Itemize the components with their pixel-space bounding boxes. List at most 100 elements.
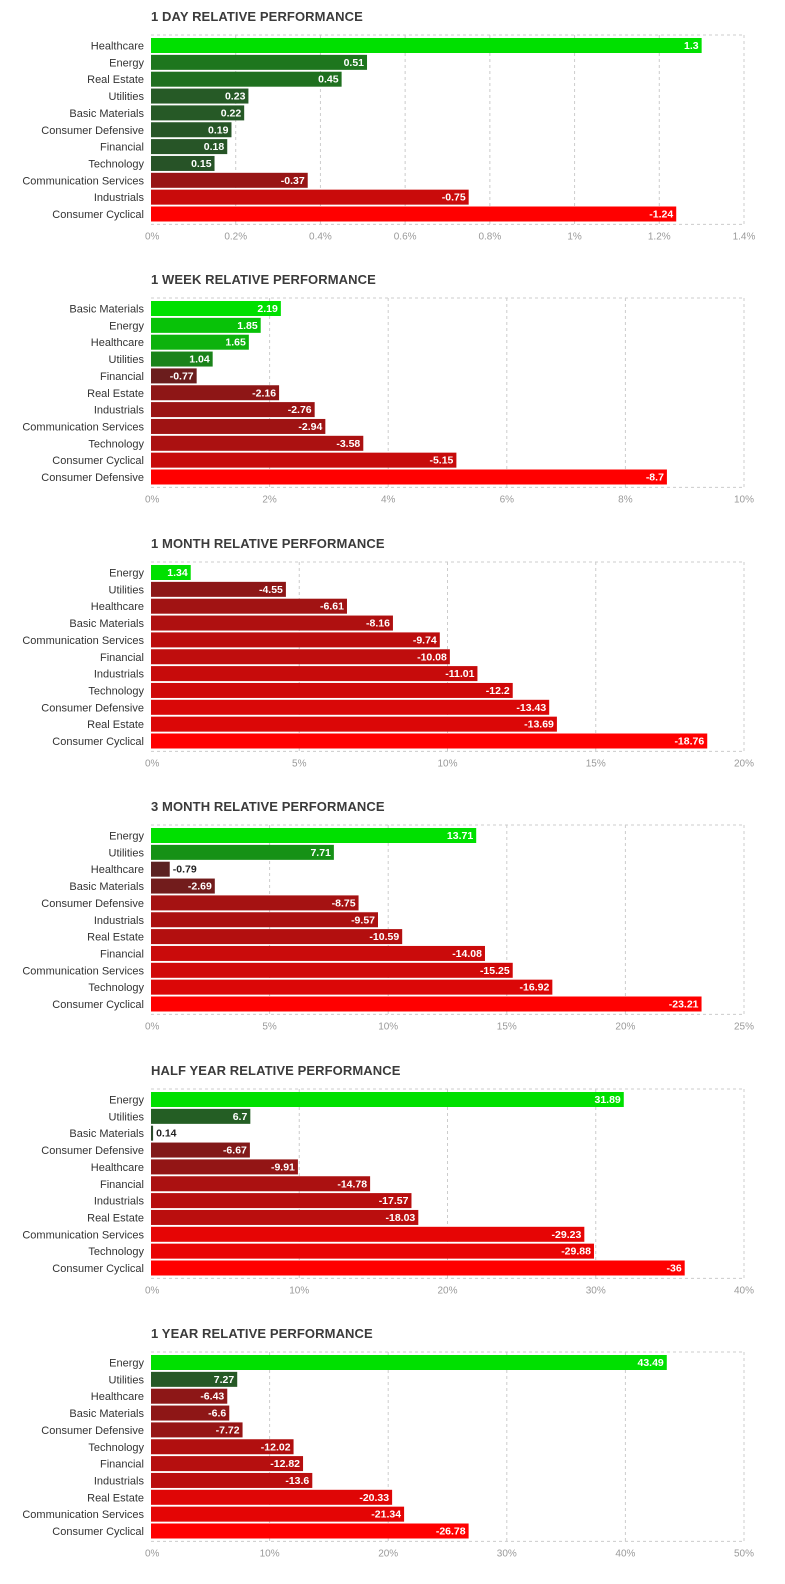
bar bbox=[151, 979, 553, 995]
category-label: Financial bbox=[100, 142, 144, 154]
bar bbox=[151, 1243, 594, 1259]
category-label: Industrials bbox=[94, 915, 145, 927]
category-label: Communication Services bbox=[22, 635, 144, 647]
bar-chart: Energy 43.49 Utilities 7.27 Healthcare -6.43 B… bbox=[22, 1351, 754, 1559]
value-label: -12.02 bbox=[261, 1441, 291, 1453]
category-label: Communication Services bbox=[22, 175, 144, 187]
bar bbox=[151, 962, 513, 978]
category-label: Basic Materials bbox=[69, 304, 144, 316]
value-label: -29.88 bbox=[561, 1245, 591, 1257]
bar bbox=[151, 71, 342, 87]
category-label: Technology bbox=[88, 439, 144, 451]
value-label: 2.19 bbox=[257, 303, 278, 315]
bar bbox=[151, 564, 191, 580]
value-label: -8.75 bbox=[332, 898, 356, 910]
category-label: Technology bbox=[88, 1442, 144, 1454]
bar bbox=[151, 139, 228, 155]
bar bbox=[151, 996, 702, 1012]
value-label: -0.75 bbox=[442, 192, 466, 204]
bar bbox=[151, 335, 249, 351]
tick-label: 1% bbox=[567, 231, 582, 242]
value-label: 0.15 bbox=[191, 158, 212, 170]
value-label: -13.43 bbox=[516, 702, 546, 714]
tick-label: 20% bbox=[437, 1285, 457, 1296]
value-label: 7.71 bbox=[310, 847, 331, 859]
bar bbox=[151, 1472, 313, 1488]
tick-label: 0.2% bbox=[224, 231, 247, 242]
category-label: Utilities bbox=[109, 584, 145, 596]
tick-label: 0% bbox=[145, 495, 160, 506]
value-label: -17.57 bbox=[379, 1195, 409, 1207]
chart-title: 1 DAY RELATIVE PERFORMANCE bbox=[151, 9, 363, 24]
chart-panel: HALF YEAR RELATIVE PERFORMANCE Energy 31.8… bbox=[0, 1054, 785, 1318]
chart-title: 1 WEEK RELATIVE PERFORMANCE bbox=[151, 272, 376, 288]
tick-label: 10% bbox=[734, 495, 754, 506]
bar bbox=[151, 946, 485, 962]
category-label: Consumer Defensive bbox=[41, 702, 144, 714]
category-label: Financial bbox=[100, 371, 144, 383]
bar bbox=[151, 155, 215, 171]
category-label: Real Estate bbox=[87, 719, 144, 731]
category-label: Utilities bbox=[109, 1111, 145, 1123]
value-label: 0.14 bbox=[156, 1127, 177, 1139]
bar bbox=[151, 912, 379, 928]
bar bbox=[151, 453, 457, 469]
bar bbox=[151, 38, 702, 53]
category-label: Healthcare bbox=[91, 41, 144, 53]
bar bbox=[151, 1125, 154, 1141]
value-label: -6.61 bbox=[320, 600, 344, 612]
value-label: 1.65 bbox=[225, 337, 246, 349]
category-label: Consumer Defensive bbox=[41, 1145, 144, 1157]
chart-title: HALF YEAR RELATIVE PERFORMANCE bbox=[151, 1062, 401, 1078]
value-label: -0.37 bbox=[281, 175, 305, 187]
bar bbox=[151, 861, 170, 877]
category-label: Technology bbox=[88, 1246, 144, 1258]
category-label: Real Estate bbox=[87, 1492, 144, 1504]
category-label: Technology bbox=[88, 685, 144, 697]
value-label: 31.89 bbox=[594, 1094, 620, 1106]
chart-title: 1 MONTH RELATIVE PERFORMANCE bbox=[151, 535, 385, 551]
value-label: 43.49 bbox=[638, 1357, 664, 1369]
value-label: -9.57 bbox=[351, 914, 375, 926]
bar bbox=[151, 615, 393, 631]
category-label: Communication Services bbox=[22, 965, 144, 977]
bar-chart: Healthcare 1.3 Energy 0.51 Real Estate 0.45 Ut… bbox=[22, 34, 756, 242]
tick-label: 0.4% bbox=[309, 231, 332, 242]
tick-label: 0.8% bbox=[478, 231, 501, 242]
bar bbox=[151, 1175, 371, 1191]
category-label: Financial bbox=[100, 949, 144, 961]
category-label: Healthcare bbox=[91, 1161, 144, 1173]
category-label: Energy bbox=[109, 1358, 144, 1370]
value-label: -8.7 bbox=[646, 472, 664, 484]
tick-label: 6% bbox=[500, 495, 515, 506]
value-label: -6.67 bbox=[223, 1144, 247, 1156]
category-label: Utilities bbox=[109, 848, 145, 860]
bar bbox=[151, 632, 440, 648]
bar bbox=[151, 1523, 469, 1539]
bar bbox=[151, 301, 281, 317]
category-label: Industrials bbox=[94, 192, 145, 204]
value-label: -3.58 bbox=[336, 438, 360, 450]
category-label: Real Estate bbox=[87, 388, 144, 400]
bar bbox=[151, 351, 213, 367]
value-label: 0.45 bbox=[318, 74, 339, 86]
category-label: Consumer Defensive bbox=[41, 125, 144, 137]
bar bbox=[151, 929, 403, 945]
category-label: Consumer Cyclical bbox=[52, 1526, 144, 1538]
bar-chart: Energy 31.89 Utilities 6.7 Basic Materials 0.… bbox=[22, 1088, 754, 1296]
bar bbox=[151, 1422, 243, 1438]
category-label: Healthcare bbox=[91, 338, 144, 350]
value-label: 1.3 bbox=[684, 40, 699, 52]
value-label: -10.08 bbox=[417, 651, 447, 663]
bar bbox=[151, 172, 308, 188]
bar bbox=[151, 878, 215, 894]
bar bbox=[151, 1209, 419, 1225]
category-label: Financial bbox=[100, 1178, 144, 1190]
bar bbox=[151, 206, 677, 222]
category-label: Communication Services bbox=[22, 1229, 144, 1241]
chart-panel: 1 YEAR RELATIVE PERFORMANCE Energy 43.49 Ut… bbox=[0, 1317, 785, 1581]
category-label: Consumer Defensive bbox=[41, 1425, 144, 1437]
value-label: -1.24 bbox=[649, 209, 673, 221]
tick-label: 2% bbox=[262, 495, 277, 506]
category-label: Healthcare bbox=[91, 1391, 144, 1403]
